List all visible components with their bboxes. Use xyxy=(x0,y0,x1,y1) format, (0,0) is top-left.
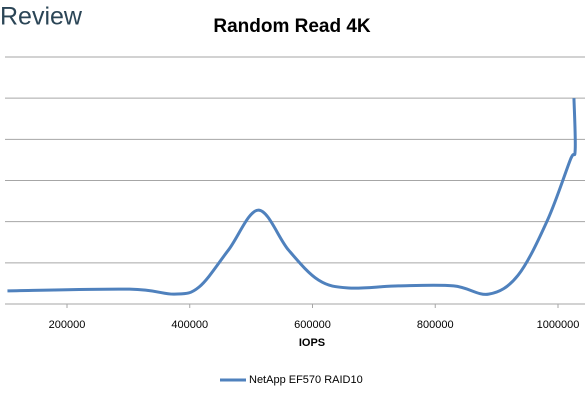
x-tick-label: 200000 xyxy=(49,319,86,331)
x-tick-label: 400000 xyxy=(171,319,208,331)
brand-logo: Review xyxy=(0,3,83,31)
x-axis-title: IOPS xyxy=(299,337,325,349)
series-line xyxy=(7,98,577,296)
x-tick-label: 1000000 xyxy=(537,319,580,331)
x-tick-label: 800000 xyxy=(417,319,454,331)
x-tick-label: 600000 xyxy=(294,319,331,331)
chart-title: Random Read 4K xyxy=(213,16,371,37)
legend-label: NetApp EF570 RAID10 xyxy=(249,374,363,386)
